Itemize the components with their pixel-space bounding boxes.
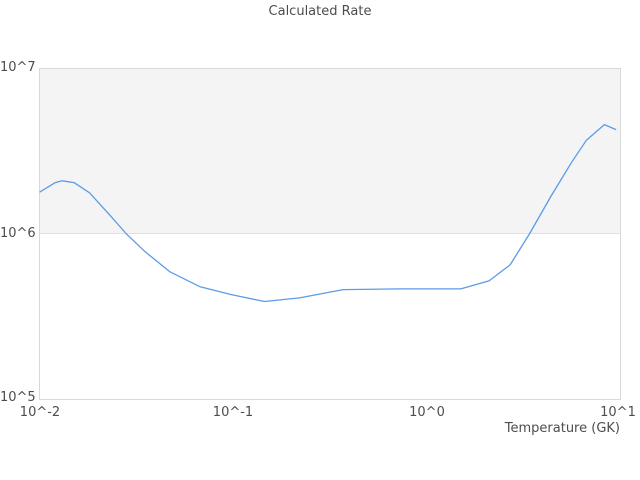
y-tick-1e6: 10^6 xyxy=(0,226,36,241)
rate-curve xyxy=(39,123,617,303)
x-tick-1e0: 10^0 xyxy=(409,405,445,420)
rate-line-series xyxy=(39,123,617,303)
x-tick-1e-1: 10^-1 xyxy=(212,405,254,420)
x-tick-1e1: 10^1 xyxy=(600,405,636,420)
x-tick-1e-2: 10^-2 xyxy=(19,405,61,420)
x-axis-title: Temperature (GK) xyxy=(504,421,620,436)
y-tick-1e5: 10^5 xyxy=(0,390,36,405)
plot-area xyxy=(39,68,621,400)
y-tick-1e7: 10^7 xyxy=(0,60,36,75)
upper-decade-band xyxy=(40,69,620,234)
chart-title: Calculated Rate xyxy=(268,4,372,19)
